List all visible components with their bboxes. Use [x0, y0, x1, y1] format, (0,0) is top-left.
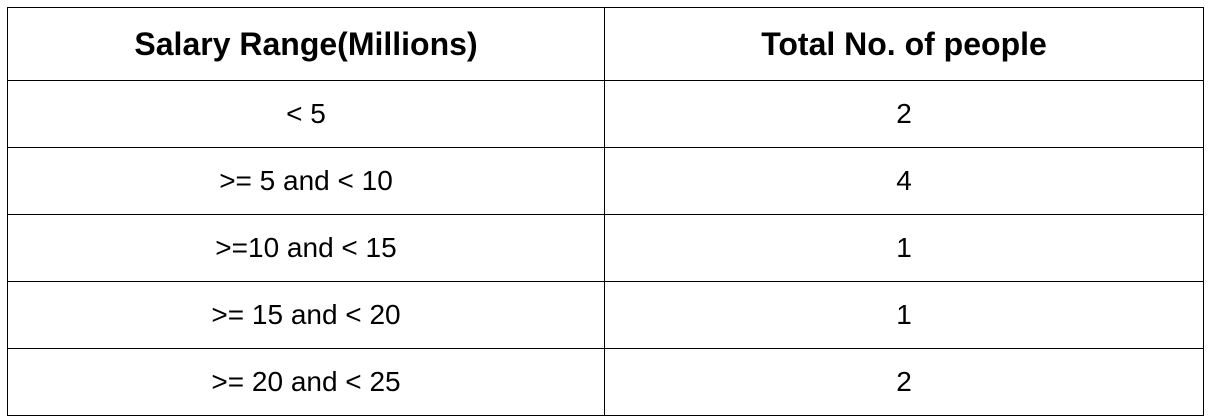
table-row: >= 20 and < 25 2: [7, 348, 1204, 416]
header-total-people: Total No. of people: [604, 7, 1204, 81]
table-row: >= 15 and < 20 1: [7, 281, 1204, 349]
table-row: >=10 and < 15 1: [7, 214, 1204, 282]
salary-table: Salary Range(Millions) Total No. of peop…: [7, 7, 1204, 416]
people-count-cell: 1: [604, 214, 1204, 282]
table-header: Salary Range(Millions) Total No. of peop…: [7, 7, 1204, 81]
people-count-cell: 1: [604, 281, 1204, 349]
salary-range-cell: >= 20 and < 25: [7, 348, 605, 416]
people-count-cell: 4: [604, 147, 1204, 215]
header-salary-range: Salary Range(Millions): [7, 7, 605, 81]
table-body: < 5 2 >= 5 and < 10 4 >=10 and < 15 1 >=…: [7, 80, 1204, 416]
table-row: < 5 2: [7, 80, 1204, 148]
salary-range-cell: >= 5 and < 10: [7, 147, 605, 215]
salary-range-cell: < 5: [7, 80, 605, 148]
salary-range-cell: >=10 and < 15: [7, 214, 605, 282]
salary-range-cell: >= 15 and < 20: [7, 281, 605, 349]
people-count-cell: 2: [604, 348, 1204, 416]
people-count-cell: 2: [604, 80, 1204, 148]
header-row: Salary Range(Millions) Total No. of peop…: [7, 7, 1204, 81]
table-row: >= 5 and < 10 4: [7, 147, 1204, 215]
